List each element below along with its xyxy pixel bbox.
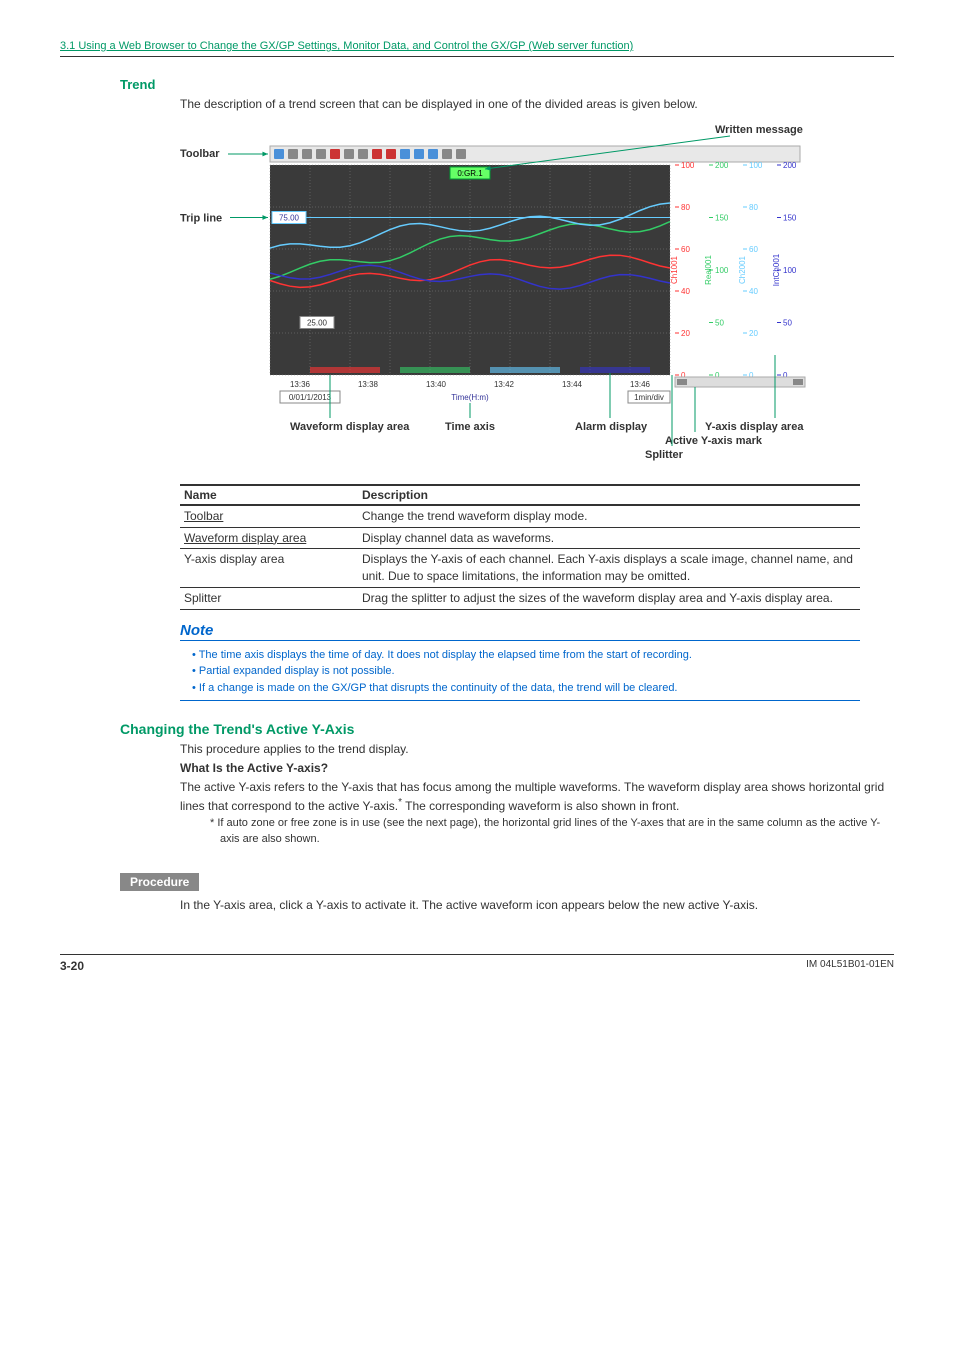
spec-table: Name Description ToolbarChange the trend…: [180, 484, 860, 610]
asterisk-note: * If auto zone or free zone is in use (s…: [210, 816, 894, 847]
svg-text:Written message: Written message: [715, 124, 803, 136]
svg-text:Real001: Real001: [704, 254, 713, 284]
svg-text:80: 80: [749, 203, 758, 212]
svg-text:75.00: 75.00: [279, 213, 300, 222]
svg-text:Ch2001: Ch2001: [738, 255, 747, 284]
svg-text:60: 60: [749, 245, 758, 254]
svg-text:40: 40: [749, 287, 758, 296]
svg-text:200: 200: [715, 161, 729, 170]
table-cell-desc: Change the trend waveform display mode.: [358, 505, 860, 527]
svg-text:40: 40: [681, 287, 690, 296]
svg-text:50: 50: [715, 318, 724, 327]
svg-text:20: 20: [681, 329, 690, 338]
svg-text:100: 100: [749, 161, 763, 170]
svg-text:0/01/1/2013: 0/01/1/2013: [289, 393, 332, 402]
table-cell-name: Toolbar: [180, 505, 358, 527]
what-is-body: The active Y-axis refers to the Y-axis t…: [180, 779, 894, 815]
svg-text:13:38: 13:38: [358, 380, 379, 389]
table-cell-desc: Display channel data as waveforms.: [358, 527, 860, 549]
svg-text:Active Y-axis mark: Active Y-axis mark: [665, 435, 763, 447]
footer-doc: IM 04L51B01-01EN: [806, 959, 894, 973]
note-list: • The time axis displays the time of day…: [180, 647, 860, 702]
svg-text:0:GR.1: 0:GR.1: [457, 169, 483, 178]
svg-text:Alarm display: Alarm display: [575, 421, 648, 433]
svg-text:Time(H:m): Time(H:m): [451, 393, 489, 402]
svg-text:60: 60: [681, 245, 690, 254]
procedure-badge: Procedure: [120, 873, 199, 891]
svg-text:Waveform display area: Waveform display area: [290, 421, 410, 433]
svg-text:IntCh001: IntCh001: [772, 253, 781, 286]
table-cell-desc: Drag the splitter to adjust the sizes of…: [358, 587, 860, 609]
svg-text:25.00: 25.00: [307, 318, 328, 327]
header-link[interactable]: 3.1 Using a Web Browser to Change the GX…: [60, 40, 894, 52]
svg-text:80: 80: [681, 203, 690, 212]
changing-intro: This procedure applies to the trend disp…: [180, 741, 894, 758]
th-name: Name: [180, 485, 358, 505]
svg-text:50: 50: [783, 318, 792, 327]
svg-text:Time axis: Time axis: [445, 421, 495, 433]
table-cell-desc: Displays the Y-axis of each channel. Eac…: [358, 549, 860, 588]
svg-text:1min/div: 1min/div: [634, 393, 664, 402]
svg-text:13:36: 13:36: [290, 380, 311, 389]
svg-text:150: 150: [715, 213, 729, 222]
svg-text:Trip line: Trip line: [180, 212, 222, 224]
table-cell-name: Y-axis display area: [180, 549, 358, 588]
svg-text:20: 20: [749, 329, 758, 338]
svg-text:13:40: 13:40: [426, 380, 447, 389]
note-item: • The time axis displays the time of day…: [192, 647, 860, 664]
footer: 3-20 IM 04L51B01-01EN: [60, 954, 894, 973]
svg-text:13:46: 13:46: [630, 380, 651, 389]
svg-text:13:44: 13:44: [562, 380, 583, 389]
trend-intro: The description of a trend screen that c…: [180, 96, 894, 113]
svg-text:100: 100: [681, 161, 695, 170]
svg-text:100: 100: [783, 266, 797, 275]
what-is-title: What Is the Active Y-axis?: [180, 760, 894, 777]
th-desc: Description: [358, 485, 860, 505]
note-item: • If a change is made on the GX/GP that …: [192, 680, 860, 697]
trend-diagram: Written message Toolbar 0:GR.1 Trip line 75.…: [180, 121, 894, 464]
svg-text:Ch1001: Ch1001: [670, 255, 679, 284]
note-item: • Partial expanded display is not possib…: [192, 663, 860, 680]
table-cell-name: Splitter: [180, 587, 358, 609]
svg-text:200: 200: [783, 161, 797, 170]
svg-text:100: 100: [715, 266, 729, 275]
svg-text:150: 150: [783, 213, 797, 222]
note-heading: Note: [180, 622, 860, 641]
table-cell-name: Waveform display area: [180, 527, 358, 549]
header-rule: [60, 56, 894, 57]
procedure-body: In the Y-axis area, click a Y-axis to ac…: [180, 897, 894, 914]
changing-title: Changing the Trend's Active Y-Axis: [120, 721, 894, 737]
svg-text:13:42: 13:42: [494, 380, 515, 389]
svg-text:Y-axis display area: Y-axis display area: [705, 421, 804, 433]
trend-title: Trend: [120, 77, 894, 92]
svg-text:Splitter: Splitter: [645, 449, 684, 461]
svg-text:Toolbar: Toolbar: [180, 148, 220, 160]
footer-page: 3-20: [60, 959, 84, 973]
